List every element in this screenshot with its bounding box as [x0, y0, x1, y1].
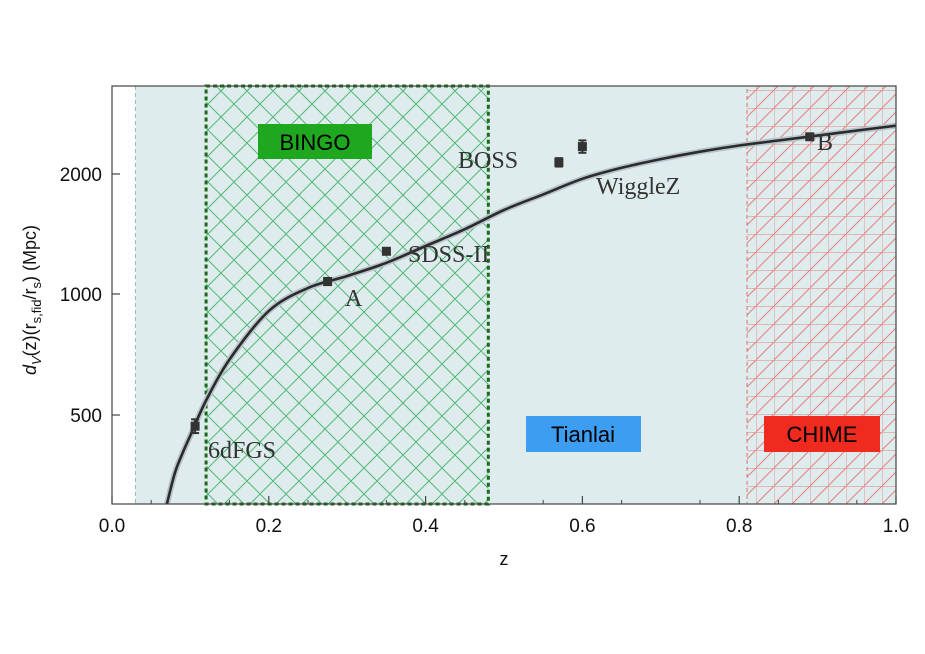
x-tick-label-1: 0.2: [256, 516, 282, 537]
x-axis: 0.0 0.2 0.4 0.6 0.8 1.0: [99, 496, 909, 537]
y-axis: 500 1000 2000: [60, 165, 120, 427]
label-boss: BOSS: [458, 148, 518, 174]
label-a: A: [345, 286, 363, 312]
y-axis-title: dV(z)(rs,fid/rs) (Mpc): [20, 225, 44, 375]
y-title-slash: /r: [20, 288, 40, 299]
y-title-sfid: s,fid: [29, 299, 44, 323]
y-tick-label-2: 2000: [60, 165, 102, 186]
y-title-z: (z)(r: [20, 323, 40, 356]
label-wigglez: WiggleZ: [596, 174, 680, 200]
label-sdss: SDSS-II: [408, 242, 489, 268]
y-title-v: V: [29, 355, 44, 365]
tianlai-label-box: [526, 416, 641, 452]
bingo-label-box: [258, 124, 372, 159]
y-title-close: ) (Mpc): [20, 225, 40, 282]
tianlai-label: Tianlai: [526, 416, 641, 452]
data-point-5: [805, 132, 815, 142]
bingo-label-text: BINGO: [280, 130, 351, 155]
data-points: [190, 132, 815, 435]
data-point-0: [190, 421, 200, 431]
data-point-4: [577, 142, 587, 152]
label-b: B: [817, 130, 833, 156]
x-tick-label-5: 1.0: [883, 516, 909, 537]
model-curve: [165, 124, 896, 504]
data-point-3: [554, 157, 564, 167]
x-tick-label-2: 0.4: [412, 516, 439, 537]
x-axis-title: z: [500, 549, 509, 569]
y-title-d: d: [20, 364, 40, 375]
x-tick-label-4: 0.8: [726, 516, 752, 537]
label-6dfgs: 6dFGS: [208, 438, 276, 464]
x-tick-label-3: 0.6: [569, 516, 595, 537]
tianlai-label-text: Tianlai: [551, 422, 615, 447]
plot-frame: [111, 85, 897, 505]
chime-label-box: [764, 416, 880, 452]
x-tick-label-0: 0.0: [99, 516, 125, 537]
y-tick-label-1: 1000: [60, 285, 102, 306]
chime-label: CHIME: [764, 416, 880, 452]
y-tick-label-0: 500: [70, 406, 102, 427]
data-point-2: [381, 246, 391, 256]
bingo-label: BINGO: [258, 124, 372, 159]
chime-label-text: CHIME: [787, 422, 858, 447]
data-point-1: [323, 277, 333, 287]
y-title-s: s: [29, 281, 44, 288]
